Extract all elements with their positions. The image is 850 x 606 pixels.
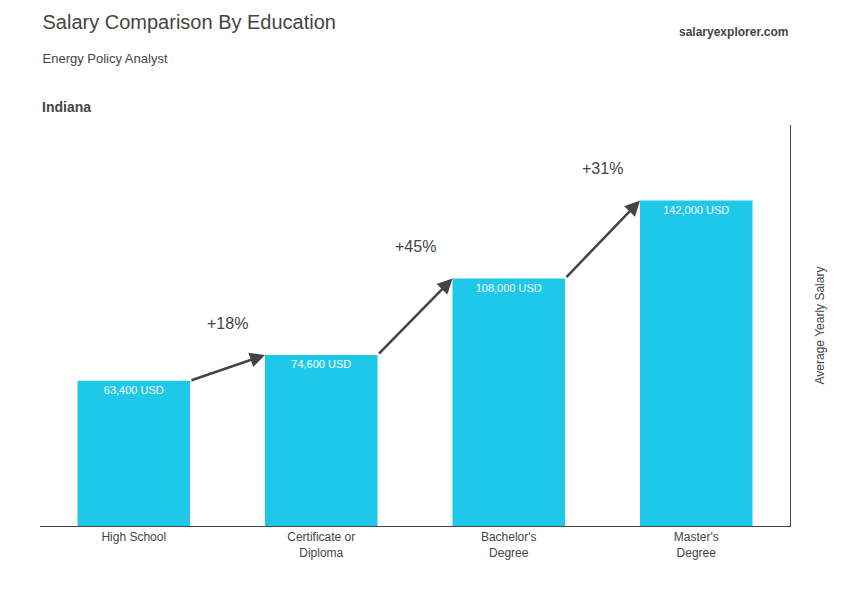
svg-text:+18%: +18% (207, 315, 248, 332)
svg-text:+45%: +45% (395, 238, 436, 255)
svg-text:High School: High School (101, 530, 166, 544)
svg-text:Average Yearly Salary: Average Yearly Salary (813, 267, 827, 385)
svg-text:Bachelor'sDegree: Bachelor'sDegree (481, 530, 537, 560)
svg-text:63,400 USD: 63,400 USD (104, 384, 164, 396)
svg-text:Master'sDegree: Master'sDegree (674, 530, 719, 560)
svg-text:108,000 USD: 108,000 USD (476, 282, 542, 294)
svg-text:+31%: +31% (582, 160, 623, 177)
svg-text:Salary Comparison By Education: Salary Comparison By Education (43, 11, 336, 33)
svg-text:Energy Policy Analyst: Energy Policy Analyst (43, 51, 168, 66)
svg-text:Certificate orDiploma: Certificate orDiploma (287, 530, 355, 560)
svg-text:Indiana: Indiana (42, 99, 91, 115)
svg-text:74,600 USD: 74,600 USD (291, 358, 351, 370)
svg-text:salaryexplorer.com: salaryexplorer.com (679, 25, 788, 39)
svg-text:142,000 USD: 142,000 USD (663, 204, 729, 216)
